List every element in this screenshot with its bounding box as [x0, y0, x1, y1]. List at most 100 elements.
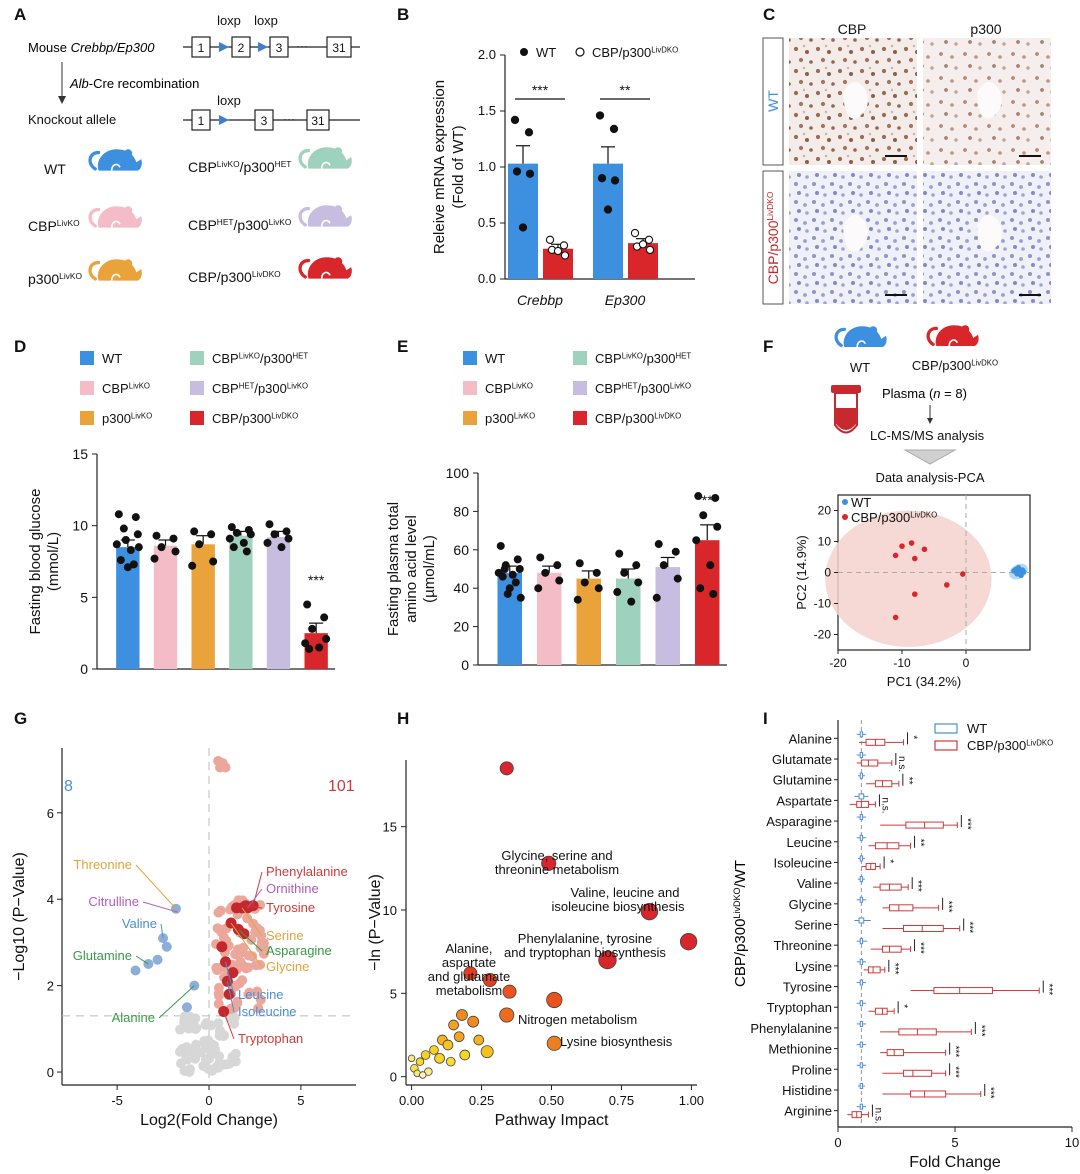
label-superscript: LivKO — [59, 271, 82, 281]
mouse-ear — [869, 326, 878, 335]
volcano-point-highlight — [227, 967, 239, 979]
data-point — [632, 561, 641, 570]
genotype-label: CBPHET/p300LivKO — [188, 217, 292, 233]
label-base: WT — [485, 351, 505, 366]
y-tick-label: 20 — [818, 504, 832, 518]
data-point — [114, 510, 123, 519]
volcano-point-down — [130, 965, 141, 976]
volcano-point-up — [255, 994, 266, 1005]
data-point — [190, 527, 199, 536]
legend-swatch — [573, 351, 587, 365]
x-tick-label: -10 — [893, 656, 911, 670]
category-label: Asparagine — [766, 814, 832, 829]
plasma-label: Plasma (n = 8) — [882, 386, 967, 401]
genotype-label: WT — [44, 161, 66, 177]
volcano-point-ns — [175, 1024, 186, 1035]
label-base: WT — [44, 161, 66, 177]
category-label: Glutamine — [773, 773, 832, 788]
label-base: CBP — [188, 217, 217, 233]
x-axis-label: Pathway Impact — [495, 1112, 609, 1129]
exon-number: 3 — [261, 114, 268, 128]
significance-label: *** — [915, 942, 926, 954]
category-label: Lysine — [795, 959, 832, 974]
mouse-icon — [298, 257, 352, 279]
data-point — [534, 584, 543, 593]
pathway-bubble — [546, 1035, 562, 1051]
category-label: Tyrosine — [783, 980, 832, 995]
pathway-bubble — [502, 984, 517, 999]
mouse-leg — [110, 220, 121, 228]
significance-label: ** — [903, 777, 914, 785]
row-label-box — [762, 170, 784, 305]
label-base: CBP — [28, 218, 57, 234]
y-tick-label: 2.0 — [478, 47, 496, 62]
panel-c-histology: CBP p300 WT CBP/p300LivDKO — [762, 21, 1051, 305]
y-axis-label: −ln (P−Value) — [367, 874, 384, 971]
volcano-point-ns — [202, 1043, 213, 1054]
genotype-label: CBPLivKO/p300HET — [188, 159, 291, 175]
y-axis-label: amino acid level — [403, 515, 420, 623]
pathway-bubble — [546, 991, 563, 1009]
x-tick-label: 0 — [205, 1093, 212, 1108]
data-point — [134, 543, 143, 552]
metabolite-label: Phenylalanine — [266, 864, 348, 879]
bar — [304, 633, 328, 669]
cre-name: Alb — [69, 76, 89, 91]
category-label: Leucine — [786, 835, 832, 850]
mouse-icon-dko — [926, 325, 979, 347]
row-label-box — [762, 37, 784, 166]
y-tick-label: 15 — [383, 820, 397, 835]
significance-label: *** — [943, 901, 954, 913]
volcano-point-up — [247, 951, 258, 962]
arrow-head — [58, 96, 66, 104]
label-superscript: LivKO — [512, 381, 533, 390]
data-point — [536, 553, 545, 562]
y-tick-label: -20 — [814, 628, 832, 642]
significance-label: *** — [532, 82, 549, 98]
label-superscript: HET — [676, 351, 692, 360]
mouse-body — [307, 205, 352, 227]
label-leader-line — [160, 923, 164, 939]
exon-number: 3 — [276, 41, 283, 55]
label-superscript: LivKO — [622, 351, 643, 360]
ellipsis: ··· — [296, 39, 308, 53]
y-tick-label: 1.0 — [478, 159, 496, 174]
volcano-point-ns — [206, 1020, 217, 1031]
legend-label: CBP/p300LivDKO — [967, 738, 1053, 753]
exon-box — [254, 109, 274, 131]
data-point — [112, 540, 121, 549]
plasma-label-part: Plasma ( — [882, 386, 934, 401]
significance-label: *** — [950, 1066, 961, 1078]
legend-swatch — [463, 411, 477, 425]
data-point — [555, 576, 564, 585]
box-wt — [859, 1000, 864, 1007]
x-tick-label: 0.00 — [399, 1093, 424, 1108]
legend-box-wt — [934, 723, 958, 734]
panel-e-chart: 0 20 40 60 80 100 Fasting plasma total amino ac… — [385, 465, 727, 673]
box-wt — [859, 1041, 864, 1048]
gene-name: Crebbp/Ep300 — [71, 40, 156, 55]
legend-label: WT — [485, 351, 505, 366]
legend-label: CBP/p300LivDKO — [851, 510, 937, 525]
box-wt — [859, 814, 864, 821]
volcano-point-highlight — [223, 988, 235, 1000]
genotype-label: CBP/p300LivDKO — [188, 269, 281, 285]
panel-letter-g: G — [14, 709, 27, 728]
mouse-ear — [123, 259, 133, 268]
y-axis-label: CBP/p300LivDKO/WT — [732, 860, 749, 987]
pathway-bubble — [420, 1050, 431, 1060]
label-superscript: LivDKO — [654, 411, 681, 420]
pathway-label: Valine, leucine and — [571, 885, 680, 900]
box-dko — [886, 1049, 905, 1057]
significance-label: *** — [912, 880, 923, 892]
box-dko — [903, 1069, 933, 1077]
category-label: Aspartate — [776, 793, 832, 808]
y-tick-label: 40 — [453, 580, 469, 596]
box-dko — [933, 987, 993, 995]
legend-label: p300LivKO — [102, 411, 152, 426]
legend-label: CBPHET/p300LivKO — [212, 381, 308, 396]
data-point — [592, 568, 601, 577]
pathway-bubble — [482, 973, 497, 988]
